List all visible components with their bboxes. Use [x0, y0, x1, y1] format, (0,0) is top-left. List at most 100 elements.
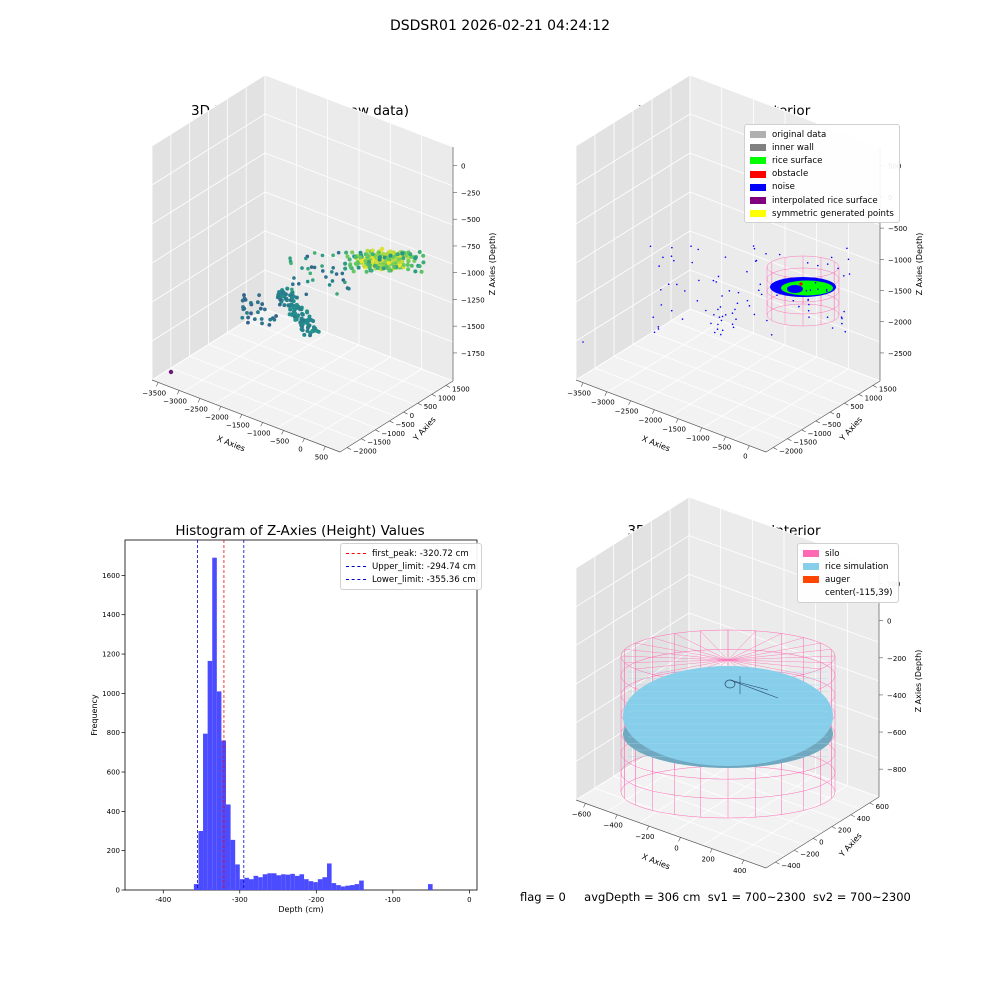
raw3d-point — [296, 281, 301, 286]
classify3d-noise-point — [807, 298, 809, 301]
raw3d-point — [304, 256, 308, 261]
raw3d-point — [293, 317, 298, 322]
raw3d-y-tick-label: 500 — [424, 403, 437, 411]
classify3d-noise-point — [807, 309, 810, 312]
histogram-bar — [267, 873, 272, 890]
sim3d-silo-top-line — [635, 642, 729, 661]
raw3d-point — [330, 279, 335, 283]
legend-label: symmetric generated points — [772, 208, 894, 219]
raw3d-point — [340, 271, 345, 276]
histogram-x-tick-label: -300 — [232, 896, 248, 904]
classify3d-noise-point — [721, 329, 724, 332]
histogram-y-tick-label: 600 — [107, 769, 120, 777]
raw3d-point — [355, 260, 361, 266]
sim3d-z-tick-label: −800 — [887, 766, 906, 774]
raw3d-point — [417, 250, 422, 255]
classify3d-noise-point — [713, 313, 715, 316]
classify3d-noise-point — [671, 246, 673, 249]
sim3d-x-tick-mark — [741, 859, 745, 865]
histogram-bar — [340, 886, 346, 890]
histogram-bar — [428, 884, 433, 890]
legend-item-center: center(-115,39) — [803, 587, 893, 600]
classify3d-noise-point — [770, 333, 773, 336]
raw3d-point — [245, 311, 249, 315]
classify3d-y-tick-mark — [772, 447, 778, 450]
raw3d-point — [311, 325, 316, 330]
raw3d-x-tick-mark — [218, 406, 222, 411]
histogram-bar — [313, 882, 318, 890]
sim3d-x-tick-mark — [709, 848, 713, 853]
raw3d-point — [277, 302, 282, 307]
raw3d-point — [413, 269, 418, 274]
raw3d-point — [406, 267, 411, 272]
raw3d-x-tick-mark — [281, 430, 284, 435]
raw3d-point — [260, 302, 265, 306]
raw3d-z-tick-label: −750 — [461, 243, 480, 251]
status-flag: flag = 0 — [520, 890, 566, 904]
raw3d-point — [336, 250, 341, 255]
classify3d-noise-point — [754, 260, 757, 262]
raw3d-point — [320, 264, 324, 268]
classify3d-grid-line — [575, 74, 691, 147]
raw3d-point — [306, 318, 311, 323]
classify3d-y-tick-label: 1000 — [865, 394, 883, 402]
legend-swatch — [750, 157, 766, 165]
raw3d-point — [246, 315, 251, 320]
classify3d-noise-point — [670, 255, 673, 258]
classify3d-noise-point — [848, 273, 851, 275]
classify3d-x-tick-mark — [604, 391, 608, 396]
raw3d-point — [312, 251, 317, 255]
classify3d-y-tick-label: 0 — [836, 412, 840, 420]
histogram-plot-area — [124, 539, 478, 891]
raw3d-point — [387, 268, 392, 273]
raw3d-point — [343, 266, 348, 271]
raw3d-point — [405, 262, 410, 267]
raw3d-point — [307, 314, 312, 319]
histogram-bar — [299, 874, 305, 890]
classify3d-noise-point — [826, 263, 829, 265]
histogram-y-tick-label: 1400 — [102, 611, 120, 619]
raw3d-point — [299, 307, 304, 312]
raw3d-x-tick-label: −3000 — [163, 397, 187, 405]
raw3d-x-tick-label: −1500 — [226, 421, 250, 429]
raw3d-point — [258, 306, 263, 311]
histogram-bar — [285, 874, 291, 890]
sim3d-silo-top-line — [727, 630, 756, 661]
histogram-bar — [281, 874, 286, 890]
classify3d-noise-point — [734, 308, 736, 311]
classify3d-x-tick-label: −2000 — [639, 417, 663, 425]
raw3d-y-tick-label: 0 — [410, 412, 414, 420]
raw3d-point — [267, 322, 272, 327]
raw3d-point — [421, 253, 426, 258]
classify3d-noise-point — [684, 290, 686, 292]
raw3d-y-tick-mark — [361, 438, 366, 441]
classify3d-y-axis-line — [765, 380, 881, 453]
histogram-bar — [258, 877, 263, 890]
sim3d-z-tick-label: 0 — [887, 618, 891, 626]
raw3d-point — [409, 263, 414, 268]
raw3d-point — [381, 266, 386, 271]
raw3d-y-axis-line — [339, 380, 454, 453]
raw3d-point — [365, 253, 370, 258]
legend-label: first_peak: -320.72 cm — [372, 548, 469, 559]
raw3d-point — [350, 250, 355, 255]
classify3d-noise-point — [582, 341, 584, 343]
sim3d-x-tick-label: −600 — [572, 810, 591, 818]
classify3d-noise-point — [720, 333, 722, 336]
classify3d-noise-point — [670, 309, 673, 312]
raw3d-y-tick-mark — [389, 420, 394, 424]
legend-item-original-data: original data — [750, 128, 894, 141]
sim3d-silo-top-line — [727, 633, 782, 661]
raw3d-y-tick-mark — [346, 447, 352, 450]
raw3d-point — [291, 282, 295, 287]
raw3d-point — [362, 264, 367, 269]
classify3d-noise-point — [735, 318, 737, 321]
legend-swatch — [803, 563, 819, 571]
classify3d-noise-point — [844, 330, 847, 333]
raw3d-point — [306, 266, 310, 271]
classify3d-y-tick-mark — [858, 394, 863, 397]
sim3d-y-tick-mark — [794, 849, 799, 853]
sim3d-y-axis-label: Y Axies — [837, 831, 864, 859]
classify3d-noise-point — [658, 265, 660, 267]
sim3d-y-tick-label: 0 — [819, 838, 823, 846]
